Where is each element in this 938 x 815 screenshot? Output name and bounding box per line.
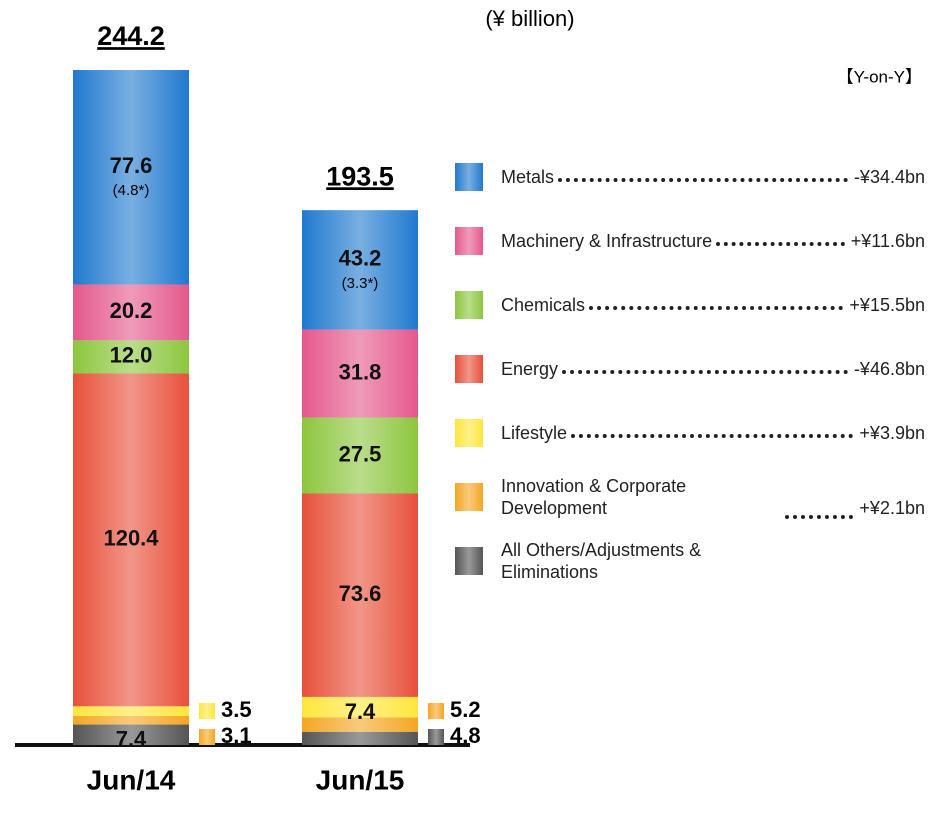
value-label: 3.1	[221, 723, 252, 748]
yoy-label: +¥2.1bn	[859, 498, 925, 518]
bar-segment	[302, 493, 418, 697]
legend-swatch	[455, 163, 483, 191]
unit-label: (¥ billion)	[485, 6, 574, 31]
bar-segment	[73, 706, 189, 716]
leader-dots	[571, 434, 854, 438]
total-label: 244.2	[97, 21, 165, 51]
legend-item: All Others/Adjustments & Eliminations	[455, 529, 925, 593]
bar-segment	[302, 210, 418, 330]
legend-label: Metals	[501, 167, 555, 187]
leader-dots	[589, 306, 844, 310]
legend-swatch	[455, 547, 483, 575]
label-swatch	[199, 703, 215, 719]
legend: Metals -¥34.4bn Machinery & Infrastructure…	[455, 145, 925, 593]
bar-segment	[73, 715, 189, 725]
bar-segment	[73, 70, 189, 285]
value-label: 43.2	[339, 246, 382, 271]
label-swatch	[428, 729, 444, 745]
value-label: 3.5	[221, 697, 252, 722]
bar-segment	[302, 329, 418, 418]
bar-segment	[73, 724, 189, 745]
x-tick-label: Jun/15	[316, 764, 405, 795]
bar-segment	[73, 373, 189, 707]
value-label: 77.6	[110, 153, 153, 178]
yoy-label: +¥15.5bn	[849, 294, 925, 315]
leader-dots	[716, 242, 845, 246]
yoy-label: +¥3.9bn	[859, 422, 925, 443]
x-tick-label: Jun/14	[87, 764, 176, 795]
legend-label: Chemicals	[501, 295, 586, 315]
value-label: 7.4	[116, 727, 147, 752]
value-label: 12.0	[110, 343, 153, 368]
value-label: 5.2	[450, 697, 481, 722]
bar-segment	[73, 340, 189, 374]
legend-item: Metals -¥34.4bn	[455, 145, 925, 209]
yoy-header: 【Y-on-Y】	[837, 67, 922, 86]
value-sublabel: (3.3*)	[342, 275, 379, 292]
legend-swatch	[455, 291, 483, 319]
leader-dots	[562, 370, 848, 374]
legend-item: Lifestyle +¥3.9bn	[455, 401, 925, 465]
yoy-label: -¥46.8bn	[853, 358, 925, 379]
label-swatch	[428, 703, 444, 719]
value-label: 120.4	[103, 526, 159, 551]
bar-segment	[302, 731, 418, 745]
legend-label: Energy	[501, 359, 559, 379]
value-label: 73.6	[339, 581, 382, 606]
legend-item: Innovation & Corporate Development +¥2.1b…	[455, 465, 925, 529]
yoy-label: +¥11.6bn	[850, 230, 925, 251]
leader-dots	[785, 515, 854, 519]
bar-segment	[73, 284, 189, 341]
legend-label: Machinery & Infrastructure	[501, 231, 713, 251]
legend-swatch	[455, 227, 483, 255]
value-label: 7.4	[345, 699, 376, 724]
legend-item: Machinery & Infrastructure +¥11.6bn	[455, 209, 925, 273]
legend-swatch	[455, 483, 483, 511]
legend-swatch	[455, 419, 483, 447]
bar-segment	[302, 417, 418, 494]
label-swatch	[199, 729, 215, 745]
value-label: 27.5	[339, 441, 382, 466]
legend-label: Innovation & Corporate Development	[501, 476, 687, 518]
legend-label: All Others/Adjustments & Eliminations	[501, 540, 702, 582]
bar-segment	[302, 696, 418, 718]
bar-segment	[302, 717, 418, 732]
leader-dots	[558, 178, 848, 182]
yoy-label: -¥34.4bn	[853, 166, 925, 187]
legend-label: Lifestyle	[501, 423, 568, 443]
legend-swatch	[455, 355, 483, 383]
value-sublabel: (4.8*)	[113, 182, 150, 199]
legend-item: Chemicals +¥15.5bn	[455, 273, 925, 337]
legend-item: Energy -¥46.8bn	[455, 337, 925, 401]
total-label: 193.5	[326, 161, 394, 191]
value-label: 4.8	[450, 723, 481, 748]
value-label: 20.2	[110, 298, 153, 323]
value-label: 31.8	[339, 359, 382, 384]
